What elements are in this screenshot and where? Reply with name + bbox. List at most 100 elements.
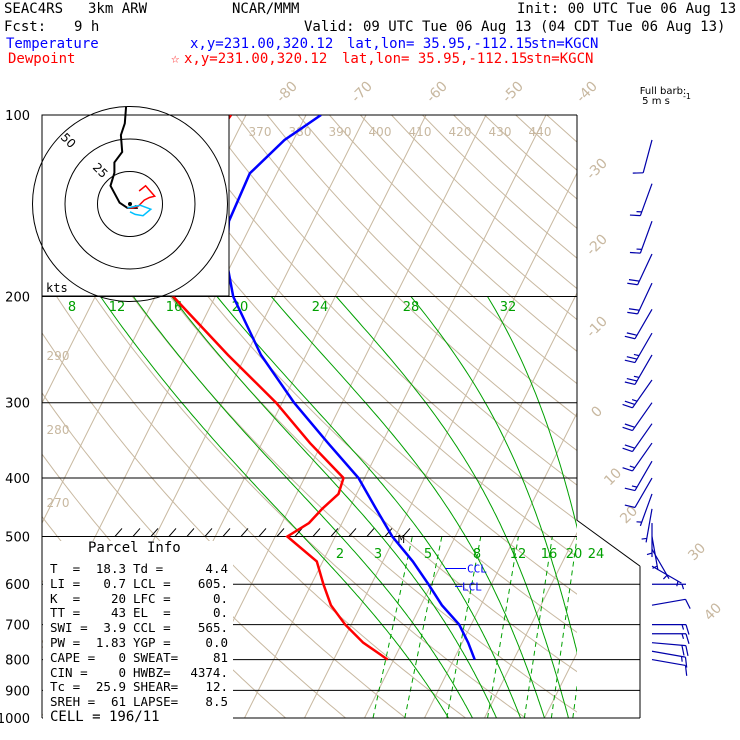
parcel-cell: LFC = [133,590,171,606]
theta-label: 380 [289,125,312,139]
dry-adiabat [80,115,577,634]
wind-barb-feather [624,335,636,340]
wind-barb-feather [685,633,690,644]
mixing-ratio-label: 3 [374,547,382,562]
wind-barb [652,583,686,590]
moist-adiabat [487,296,577,529]
parcel-cell: T = [50,561,81,576]
wind-barb [651,598,691,609]
moist-adiabat-label: 28 [403,300,420,315]
isotherm-line [424,411,577,719]
theta-label: 400 [369,125,392,139]
experiment-label: SEAC4RS [4,1,64,17]
parcel-cell: TT = [50,605,81,621]
parcel-cell: 12. [205,679,228,695]
parcel-row: T = 18.3 Td = 4.4 [50,561,235,577]
pressure-label: 600 [5,578,30,593]
wind-barb-feather [622,447,633,453]
wind-barb [641,508,653,543]
wind-barb-half-feather [631,485,638,488]
parcel-cell: SWEAT= [133,649,179,665]
parcel-cell: 1.83 [95,634,126,650]
dry-adiabat [640,115,740,718]
org-label: NCAR/MMM [232,1,300,17]
dry-adiabat [142,115,577,558]
moist-adiabat-label: 32 [500,300,517,315]
pressure-label: 800 [5,654,30,669]
temperature-latlon: lat,lon= 35.95,-112.15 [347,36,533,52]
wind-barb-half-feather [629,465,635,469]
hatch-mark [348,528,357,537]
parcel-row: SWI = 3.9 CCL = 565. [50,620,235,636]
hatch-mark [258,528,267,537]
dry-adiabat [235,115,577,452]
dewpoint-location: x,y=231.00,320.12 [184,51,328,67]
parcel-cell: 565. [197,620,228,636]
wind-barb-feather [627,282,638,286]
wind-barb-feather [685,645,689,656]
parcel-cell: 0 [118,664,126,680]
hatch-mark [330,528,339,537]
mixing-ratio-line [523,536,553,719]
wind-barb [622,402,653,432]
frame-corner [576,519,641,567]
isotherm-line [605,115,740,718]
wind-barb-half-feather [641,537,647,540]
parcel-cell: 25.9 [95,679,126,695]
theta-label: 420 [449,125,472,139]
wind-barb-shaft [639,220,653,254]
parcel-cell: YGP = [133,634,171,650]
barb-legend-title: Full barb: [640,86,687,97]
wind-barb-half-feather [680,656,683,662]
wind-barb-feather [622,426,633,432]
wind-barb-shaft [637,282,653,315]
wind-barb [624,332,653,364]
isotherm-label: 0 [588,403,606,421]
wind-barb [624,460,653,492]
dry-adiabat [42,272,466,719]
wind-barb-half-feather [631,399,638,402]
hatch-mark [294,528,303,537]
parcel-row: TT = 43 EL = 0. [50,606,235,621]
isotherm-label: -50 [499,78,526,105]
forecast-hour: 9 h [74,19,100,35]
wind-barb-shaft [639,183,653,216]
isotherm-label: -10 [583,313,610,340]
isotherm-line [184,115,487,719]
mixing-ratio-label: 5 [424,547,432,562]
wind-barb-shaft [634,460,653,491]
wind-barb-half-feather [646,552,653,556]
wind-barb-half-feather [681,584,685,590]
wind-barb [624,354,653,385]
wind-barb-feather [628,279,640,282]
hatch-mark [402,528,411,537]
dewpoint-star-icon: ☆ [171,51,180,67]
hodograph-ring [97,171,163,237]
theta-label: 280 [47,423,70,437]
parcel-cell: SREH = [50,694,96,710]
wind-barb [652,623,690,635]
mixing-ratio-label: 8 [473,547,481,562]
isotherm-label: 40 [701,600,725,624]
dewpoint-station: stn=KGCN [526,51,594,67]
theta-label: 290 [47,349,70,363]
theta-label: 270 [47,496,70,510]
barb-legend-units: 5 m s [642,96,670,107]
parcel-row: CAPE = 0 SWEAT= 81 [50,649,235,666]
dry-adiabat [733,115,740,718]
parcel-cell: LCL = [133,575,171,591]
wind-barb-feather [624,487,636,492]
wind-barb [624,308,653,340]
parcel-cell: 4.4 [205,561,228,576]
parcel-row: LI = 0.7 LCL = 605. [50,575,235,592]
wind-barb-shaft [651,642,686,647]
temperature-profile [225,115,476,661]
dry-adiabat [297,115,577,385]
wind-barb-shaft [632,442,653,472]
wind-barb-feather [626,332,638,336]
isotherm-line [304,171,577,719]
parcel-cell: 0. [212,605,228,621]
wind-barb [627,282,653,315]
dry-adiabat [329,115,577,352]
moist-adiabat [410,296,577,655]
